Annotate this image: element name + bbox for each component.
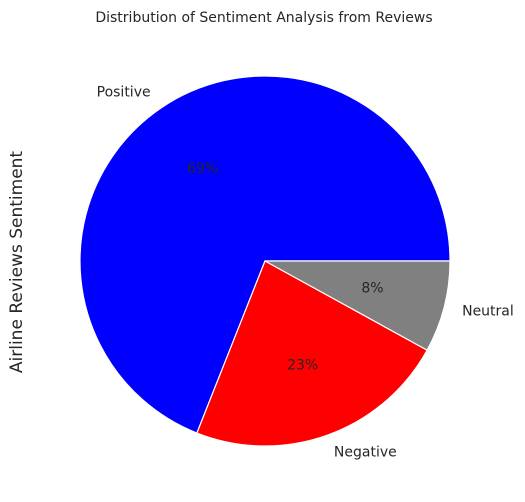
percent-label-positive: 69% — [187, 161, 218, 177]
pie-labels: Positive 69% Negative 23% Neutral 8% — [97, 85, 514, 461]
pie-slices — [79, 75, 451, 447]
slice-label-positive: Positive — [97, 85, 151, 101]
pie-slice-negative — [196, 260, 428, 447]
pie-slice-positive — [79, 75, 451, 434]
slice-label-negative: Negative — [334, 444, 397, 460]
percent-label-neutral: 8% — [361, 281, 383, 297]
percent-label-negative: 23% — [287, 357, 318, 373]
y-axis-label: Airline Reviews Sentiment — [7, 151, 27, 374]
chart-title: Distribution of Sentiment Analysis from … — [95, 10, 432, 26]
slice-label-neutral: Neutral — [462, 304, 514, 320]
pie-slice-neutral — [264, 260, 451, 351]
